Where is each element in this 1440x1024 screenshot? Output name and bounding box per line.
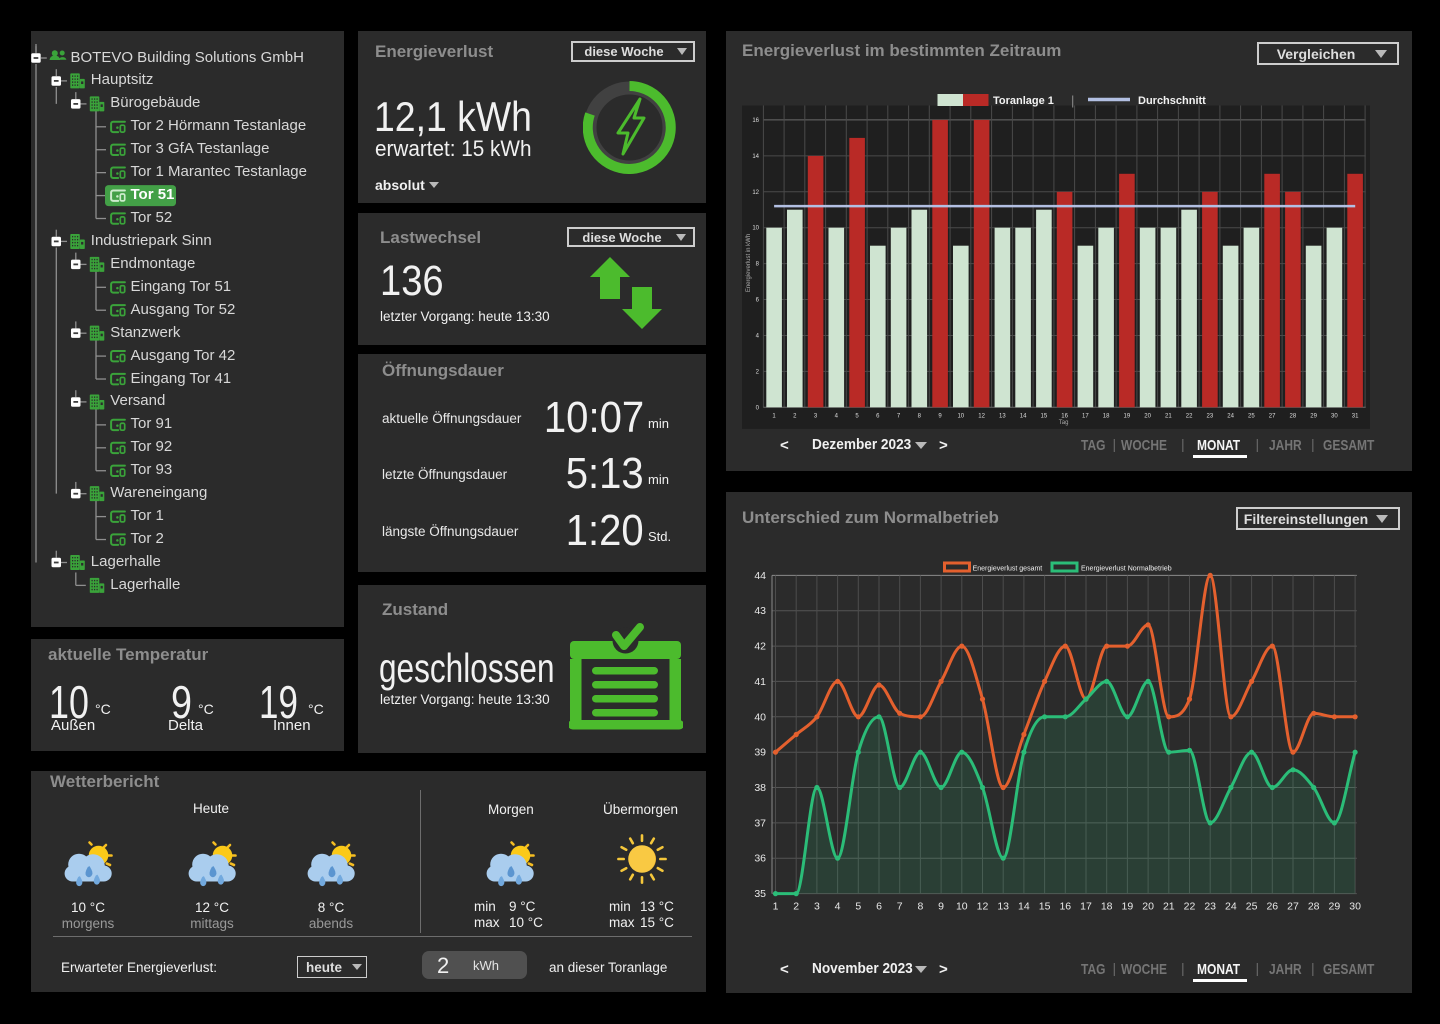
svg-text:10: 10 (957, 413, 964, 419)
svg-text:19: 19 (1124, 413, 1131, 419)
svg-text:Energieverlust in kWh: Energieverlust in kWh (746, 234, 752, 292)
svg-text:14: 14 (752, 154, 759, 160)
svg-text:4: 4 (756, 334, 760, 340)
svg-text:18: 18 (1101, 901, 1113, 913)
svg-text:2: 2 (793, 413, 797, 419)
svg-text:24: 24 (1225, 901, 1237, 913)
svg-text:27: 27 (1287, 901, 1299, 913)
svg-text:12: 12 (977, 901, 989, 913)
svg-text:28: 28 (1290, 413, 1297, 419)
svg-text:19: 19 (1122, 901, 1134, 913)
svg-text:24: 24 (1227, 413, 1234, 419)
svg-text:21: 21 (1165, 413, 1172, 419)
svg-text:9: 9 (938, 901, 944, 913)
svg-text:22: 22 (1184, 901, 1196, 913)
svg-text:15: 15 (1039, 901, 1051, 913)
svg-text:44: 44 (754, 570, 766, 582)
svg-text:31: 31 (1352, 413, 1359, 419)
svg-text:29: 29 (1310, 413, 1317, 419)
svg-text:30: 30 (1331, 413, 1338, 419)
svg-text:38: 38 (754, 782, 766, 794)
svg-text:2: 2 (756, 369, 760, 375)
svg-text:23: 23 (1204, 901, 1216, 913)
svg-text:5: 5 (855, 413, 859, 419)
svg-text:26: 26 (1266, 901, 1278, 913)
svg-text:29: 29 (1329, 901, 1341, 913)
svg-text:16: 16 (1059, 901, 1071, 913)
svg-text:16: 16 (752, 118, 759, 124)
svg-text:7: 7 (897, 413, 901, 419)
svg-text:6: 6 (876, 413, 880, 419)
svg-text:43: 43 (754, 605, 766, 617)
svg-text:40: 40 (754, 711, 766, 723)
svg-text:23: 23 (1207, 413, 1214, 419)
svg-text:13: 13 (997, 901, 1009, 913)
svg-text:6: 6 (756, 298, 760, 304)
svg-text:16: 16 (1061, 413, 1068, 419)
svg-text:8: 8 (756, 262, 760, 268)
svg-text:Toranlage 1: Toranlage 1 (993, 95, 1054, 107)
svg-text:4: 4 (835, 901, 841, 913)
svg-text:6: 6 (876, 901, 882, 913)
svg-text:Energieverlust Normalbetrieb: Energieverlust Normalbetrieb (1081, 565, 1172, 572)
svg-text:Energieverlust gesamt: Energieverlust gesamt (973, 565, 1043, 572)
svg-text:2: 2 (793, 901, 799, 913)
svg-text:28: 28 (1308, 901, 1320, 913)
svg-text:30: 30 (1349, 901, 1361, 913)
svg-text:15: 15 (1041, 413, 1048, 419)
svg-text:Tag: Tag (1059, 420, 1069, 426)
svg-text:20: 20 (1142, 901, 1154, 913)
svg-text:3: 3 (814, 413, 818, 419)
svg-text:39: 39 (754, 747, 766, 759)
svg-text:|: | (1071, 93, 1074, 108)
svg-text:14: 14 (1020, 413, 1027, 419)
svg-text:37: 37 (754, 817, 766, 829)
svg-text:9: 9 (938, 413, 942, 419)
svg-text:36: 36 (754, 853, 766, 865)
svg-text:17: 17 (1082, 413, 1089, 419)
svg-text:22: 22 (1186, 413, 1193, 419)
svg-text:10: 10 (956, 901, 968, 913)
svg-text:1: 1 (772, 413, 776, 419)
svg-text:0: 0 (756, 405, 760, 411)
svg-text:5: 5 (855, 901, 861, 913)
svg-text:17: 17 (1080, 901, 1092, 913)
svg-text:13: 13 (999, 413, 1006, 419)
svg-text:27: 27 (1269, 413, 1276, 419)
svg-text:8: 8 (917, 901, 923, 913)
svg-text:10: 10 (752, 226, 759, 232)
svg-text:1: 1 (773, 901, 779, 913)
svg-text:21: 21 (1163, 901, 1175, 913)
svg-text:42: 42 (754, 641, 766, 653)
svg-text:25: 25 (1248, 413, 1255, 419)
svg-text:25: 25 (1246, 901, 1258, 913)
svg-text:Durchschnitt: Durchschnitt (1138, 95, 1206, 107)
svg-text:18: 18 (1103, 413, 1110, 419)
svg-text:7: 7 (897, 901, 903, 913)
svg-text:35: 35 (754, 888, 766, 900)
svg-text:3: 3 (814, 901, 820, 913)
svg-text:41: 41 (754, 676, 766, 688)
svg-text:14: 14 (1018, 901, 1030, 913)
svg-text:20: 20 (1144, 413, 1151, 419)
svg-text:12: 12 (752, 190, 759, 196)
svg-text:4: 4 (835, 413, 839, 419)
svg-text:8: 8 (918, 413, 922, 419)
svg-text:12: 12 (978, 413, 985, 419)
